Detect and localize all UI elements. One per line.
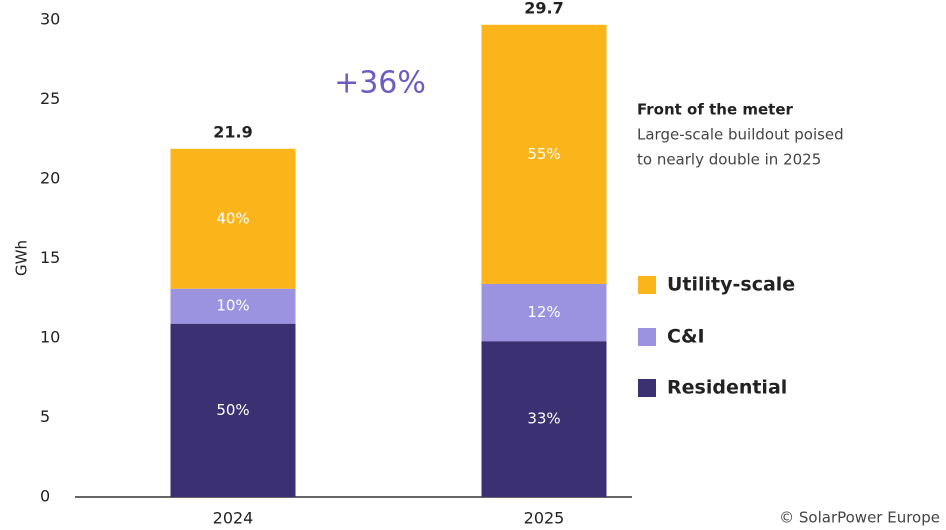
y-tick-label: 25: [40, 89, 60, 108]
y-tick-label: 15: [40, 248, 60, 267]
segment-label: 10%: [216, 297, 249, 315]
annotation: +36%: [334, 66, 426, 101]
legend-label: Utility-scale: [667, 274, 795, 296]
legend-swatch: [638, 379, 656, 397]
legend-swatch: [638, 276, 656, 294]
segment-label: 40%: [216, 209, 249, 227]
bar-segment: [481, 283, 607, 342]
bar-segment: [170, 288, 296, 324]
total-label: 21.9: [213, 122, 252, 141]
y-tick-label: 10: [40, 328, 60, 347]
bar-segment: [481, 341, 607, 497]
bar-segment: [481, 24, 607, 284]
x-tick-label: 2024: [213, 509, 254, 528]
legend-swatch: [638, 328, 656, 346]
total-label: 29.7: [524, 0, 563, 17]
bar-segment: [170, 148, 296, 289]
credit: © SolarPower Europe: [779, 509, 940, 527]
y-tick-label: 30: [40, 10, 60, 29]
note-title: Front of the meter: [637, 101, 794, 119]
note-line: Large-scale buildout poised: [637, 126, 844, 144]
segment-label: 55%: [527, 145, 560, 163]
bar-segment: [170, 323, 296, 497]
segment-label: 12%: [527, 303, 560, 321]
y-tick-label: 20: [40, 169, 60, 188]
x-tick-label: 2025: [524, 509, 565, 528]
y-axis-label: GWh: [13, 240, 31, 276]
y-tick-label: 5: [40, 407, 50, 426]
legend-label: Residential: [667, 377, 787, 399]
note-line: to nearly double in 2025: [637, 151, 821, 169]
y-tick-label: 0: [40, 487, 50, 506]
legend-label: C&I: [667, 326, 705, 348]
segment-label: 50%: [216, 401, 249, 419]
segment-label: 33%: [527, 410, 560, 428]
